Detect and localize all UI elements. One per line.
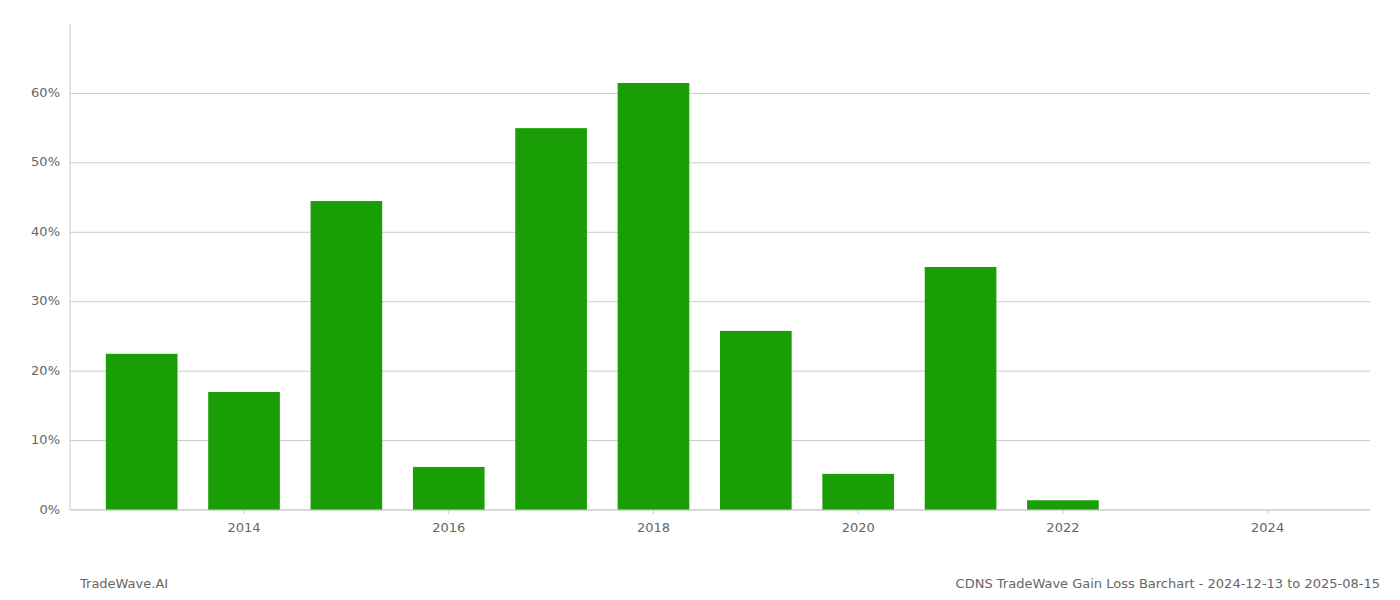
x-tick-label: 2016 [432, 520, 465, 535]
bar [208, 392, 280, 510]
x-axis: 2014 2016 2018 2020 2022 2024 [70, 510, 1370, 535]
bar [413, 467, 485, 510]
y-tick-label: 50% [31, 154, 60, 169]
y-tick-label: 10% [31, 432, 60, 447]
title: CDNS TradeWave Gain Loss Barchart - 2024… [956, 576, 1380, 591]
x-tick [1062, 510, 1063, 514]
x-tick-label: 2018 [637, 520, 670, 535]
x-tick [653, 510, 654, 514]
bar [618, 83, 690, 510]
x-tick [244, 510, 245, 514]
x-tick-label: 2014 [227, 520, 260, 535]
bar [822, 474, 894, 510]
grid-line [70, 232, 1370, 233]
y-tick-label: 40% [31, 224, 60, 239]
bar [720, 331, 792, 510]
y-tick-label: 0% [39, 502, 60, 517]
bar [311, 201, 383, 510]
x-tick [448, 510, 449, 514]
y-axis: 0% 10% 20% 30% 40% 50% 60% [31, 24, 70, 517]
bars [106, 83, 1099, 510]
x-tick-label: 2024 [1251, 520, 1284, 535]
bar [515, 128, 587, 510]
y-tick-label: 20% [31, 363, 60, 378]
bar [106, 354, 178, 510]
bar [1027, 500, 1099, 510]
x-tick-label: 2022 [1046, 520, 1079, 535]
grid-line [70, 301, 1370, 302]
y-tick-label: 30% [31, 293, 60, 308]
bar [925, 267, 997, 510]
grid-line [70, 162, 1370, 163]
y-axis-line [70, 24, 71, 510]
grid-line [70, 510, 1370, 511]
x-tick [1267, 510, 1268, 514]
grid-line [70, 93, 1370, 94]
x-axis-line [70, 510, 1370, 511]
chart-svg: 0% 10% 20% 30% 40% 50% 60% 2014 2016 2018 2020 2022… [0, 0, 1400, 600]
x-tick [858, 510, 859, 514]
chart-container: 0% 10% 20% 30% 40% 50% 60% 2014 2016 2018 2020 2022… [0, 0, 1400, 600]
y-tick-label: 60% [31, 85, 60, 100]
watermark: TradeWave.AI [79, 576, 168, 591]
x-tick-label: 2020 [842, 520, 875, 535]
grid [70, 93, 1370, 510]
